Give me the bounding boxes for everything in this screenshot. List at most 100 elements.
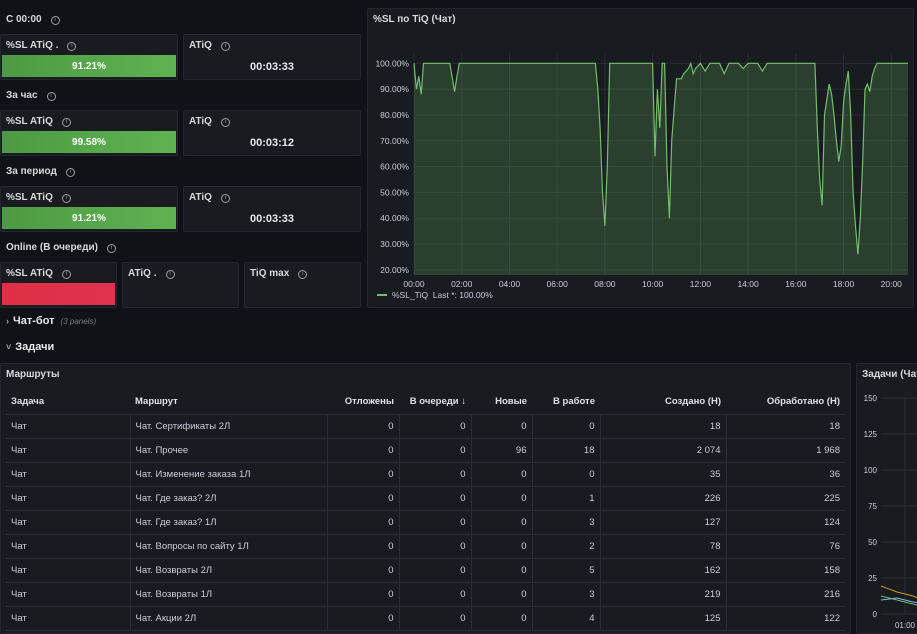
column-header[interactable]: Маршрут (130, 390, 327, 415)
sl-tiq-chart[interactable]: 20.00% 30.00% 40.00% 50.00% 60.00% 70.00% 80.0… (368, 9, 915, 309)
chevron-right-icon: › (6, 316, 9, 326)
row-subtitle: (3 panels) (60, 317, 97, 326)
section-title-today: С 00:00 i (6, 14, 60, 25)
x-tick-label: 20:00 (881, 279, 903, 289)
y-tick-label: 80.00% (380, 110, 409, 120)
table-cell: 2 074 (600, 438, 727, 463)
x-tick-label: 18:00 (833, 279, 855, 289)
table-row[interactable]: Чат Чат. Прочее 0 0 96 18 2 074 1 968 (6, 438, 845, 463)
panel-period-atiq: ATiQ i 00:03:33 (183, 186, 361, 232)
table-cell: 76 (726, 534, 845, 559)
y-tick-label: 30.00% (380, 239, 409, 249)
series-line (413, 61, 908, 255)
table-cell: 96 (471, 438, 533, 463)
info-icon[interactable]: i (46, 92, 56, 101)
panel-title: ATiQ .i (128, 268, 175, 279)
sl-bar: 91.21% (2, 207, 176, 229)
table-cell: 0 (471, 582, 533, 607)
y-tick-label: 100 (864, 466, 878, 475)
table-cell: 0 (399, 414, 472, 439)
panel-online-atiq: ATiQ .i (122, 262, 239, 308)
row-tasks[interactable]: ˅ Задачи (6, 341, 55, 353)
info-icon[interactable]: i (165, 270, 175, 279)
column-header[interactable]: В работе (532, 390, 600, 415)
table-cell: 0 (532, 462, 601, 487)
info-icon[interactable]: i (61, 194, 71, 203)
info-icon[interactable]: i (220, 118, 230, 127)
column-header[interactable]: Задача (6, 390, 130, 415)
y-tick-label: 0 (873, 610, 878, 619)
legend-last-value: 100.00% (459, 290, 493, 300)
panel-title: Задачи (Чат (862, 369, 917, 380)
table-cell: 0 (399, 462, 472, 487)
info-icon[interactable]: i (65, 168, 75, 177)
section-title-online: Online (В очереди) i (6, 242, 116, 253)
sl-bar: 91.21% (2, 55, 176, 77)
table-row[interactable]: Чат Чат. Акции 2Л 0 0 0 4 125 122 (6, 606, 845, 631)
info-icon[interactable]: i (106, 244, 116, 253)
table-cell: 0 (399, 582, 472, 607)
table-cell: Чат. Где заказ? 1Л (130, 510, 328, 535)
column-header[interactable]: Создано (Н) (600, 390, 726, 415)
panel-today-sl: %SL ATiQ .i 91.21% (0, 34, 178, 80)
table-cell: 122 (726, 606, 845, 631)
table-cell: 1 (532, 486, 601, 511)
row-chatbot[interactable]: › Чат-бот (3 panels) (6, 315, 97, 327)
y-tick-label: 70.00% (380, 136, 409, 146)
x-tick-label: 14:00 (737, 279, 759, 289)
info-icon[interactable]: i (220, 194, 230, 203)
atiq-value: 00:03:33 (249, 213, 295, 225)
table-row[interactable]: Чат Чат. Сертификаты 2Л 0 0 0 0 18 18 (6, 414, 845, 439)
tasks-chart[interactable]: 150 125 100 75 50 25 0 01:00 (857, 364, 917, 634)
legend-last-label: Last *: (432, 290, 457, 300)
table-row[interactable]: Чат Чат. Где заказ? 2Л 0 0 0 1 226 225 (6, 486, 845, 511)
column-header[interactable]: Обработано (Н) (726, 390, 845, 415)
section-title-period: За период i (6, 166, 75, 177)
series-area (414, 63, 908, 275)
column-header[interactable]: Отложены (327, 390, 399, 415)
table-cell: 0 (471, 510, 533, 535)
info-icon[interactable]: i (61, 118, 71, 127)
table-cell: 158 (726, 558, 845, 583)
table-cell: 0 (471, 558, 533, 583)
table-row[interactable]: Чат Чат. Вопросы по сайту 1Л 0 0 0 2 78 76 (6, 534, 845, 559)
table-cell: 226 (600, 486, 727, 511)
table-cell: Чат (6, 486, 131, 511)
table-cell: 0 (399, 438, 472, 463)
info-icon[interactable]: i (67, 42, 77, 51)
table-header-row: Задача Маршрут Отложены В очереди ↓ Новые В р… (6, 390, 845, 415)
table-cell: 18 (726, 414, 845, 439)
table-cell: 124 (726, 510, 845, 535)
table-row[interactable]: Чат Чат. Возвраты 2Л 0 0 0 5 162 158 (6, 558, 845, 583)
info-icon[interactable]: i (50, 16, 60, 25)
series-line (880, 595, 917, 606)
section-title-hour: За час i (6, 90, 56, 101)
table-cell: 4 (532, 606, 601, 631)
x-tick-label: 01:00 (895, 621, 916, 630)
table-cell: 125 (600, 606, 727, 631)
y-tick-label: 150 (864, 394, 878, 403)
chart-legend[interactable]: %SL_TiQ Last *: 100.00% (377, 290, 493, 300)
table-cell: Чат. Возвраты 2Л (130, 558, 328, 583)
table-cell: 219 (600, 582, 727, 607)
table-row[interactable]: Чат Чат. Возвраты 1Л 0 0 0 3 219 216 (6, 582, 845, 607)
legend-swatch (377, 294, 387, 296)
table-row[interactable]: Чат Чат. Где заказ? 1Л 0 0 0 3 127 124 (6, 510, 845, 535)
table-row[interactable]: Чат Чат. Изменение заказа 1Л 0 0 0 0 35 36 (6, 462, 845, 487)
table-cell: 35 (600, 462, 727, 487)
y-tick-label: 25 (868, 574, 877, 583)
y-tick-label: 40.00% (380, 213, 409, 223)
table-cell: 216 (726, 582, 845, 607)
x-tick-label: 00:00 (403, 279, 425, 289)
info-icon[interactable]: i (298, 270, 308, 279)
y-tick-label: 50.00% (380, 187, 409, 197)
x-tick-label: 12:00 (690, 279, 712, 289)
info-icon[interactable]: i (61, 270, 71, 279)
panel-title: ATiQ i (189, 192, 230, 203)
y-tick-label: 50 (868, 538, 877, 547)
column-header[interactable]: Новые (471, 390, 532, 415)
series-line (880, 585, 917, 599)
panel-period-sl: %SL ATiQ i 91.21% (0, 186, 178, 232)
info-icon[interactable]: i (220, 42, 230, 51)
column-header[interactable]: В очереди ↓ (399, 390, 471, 415)
